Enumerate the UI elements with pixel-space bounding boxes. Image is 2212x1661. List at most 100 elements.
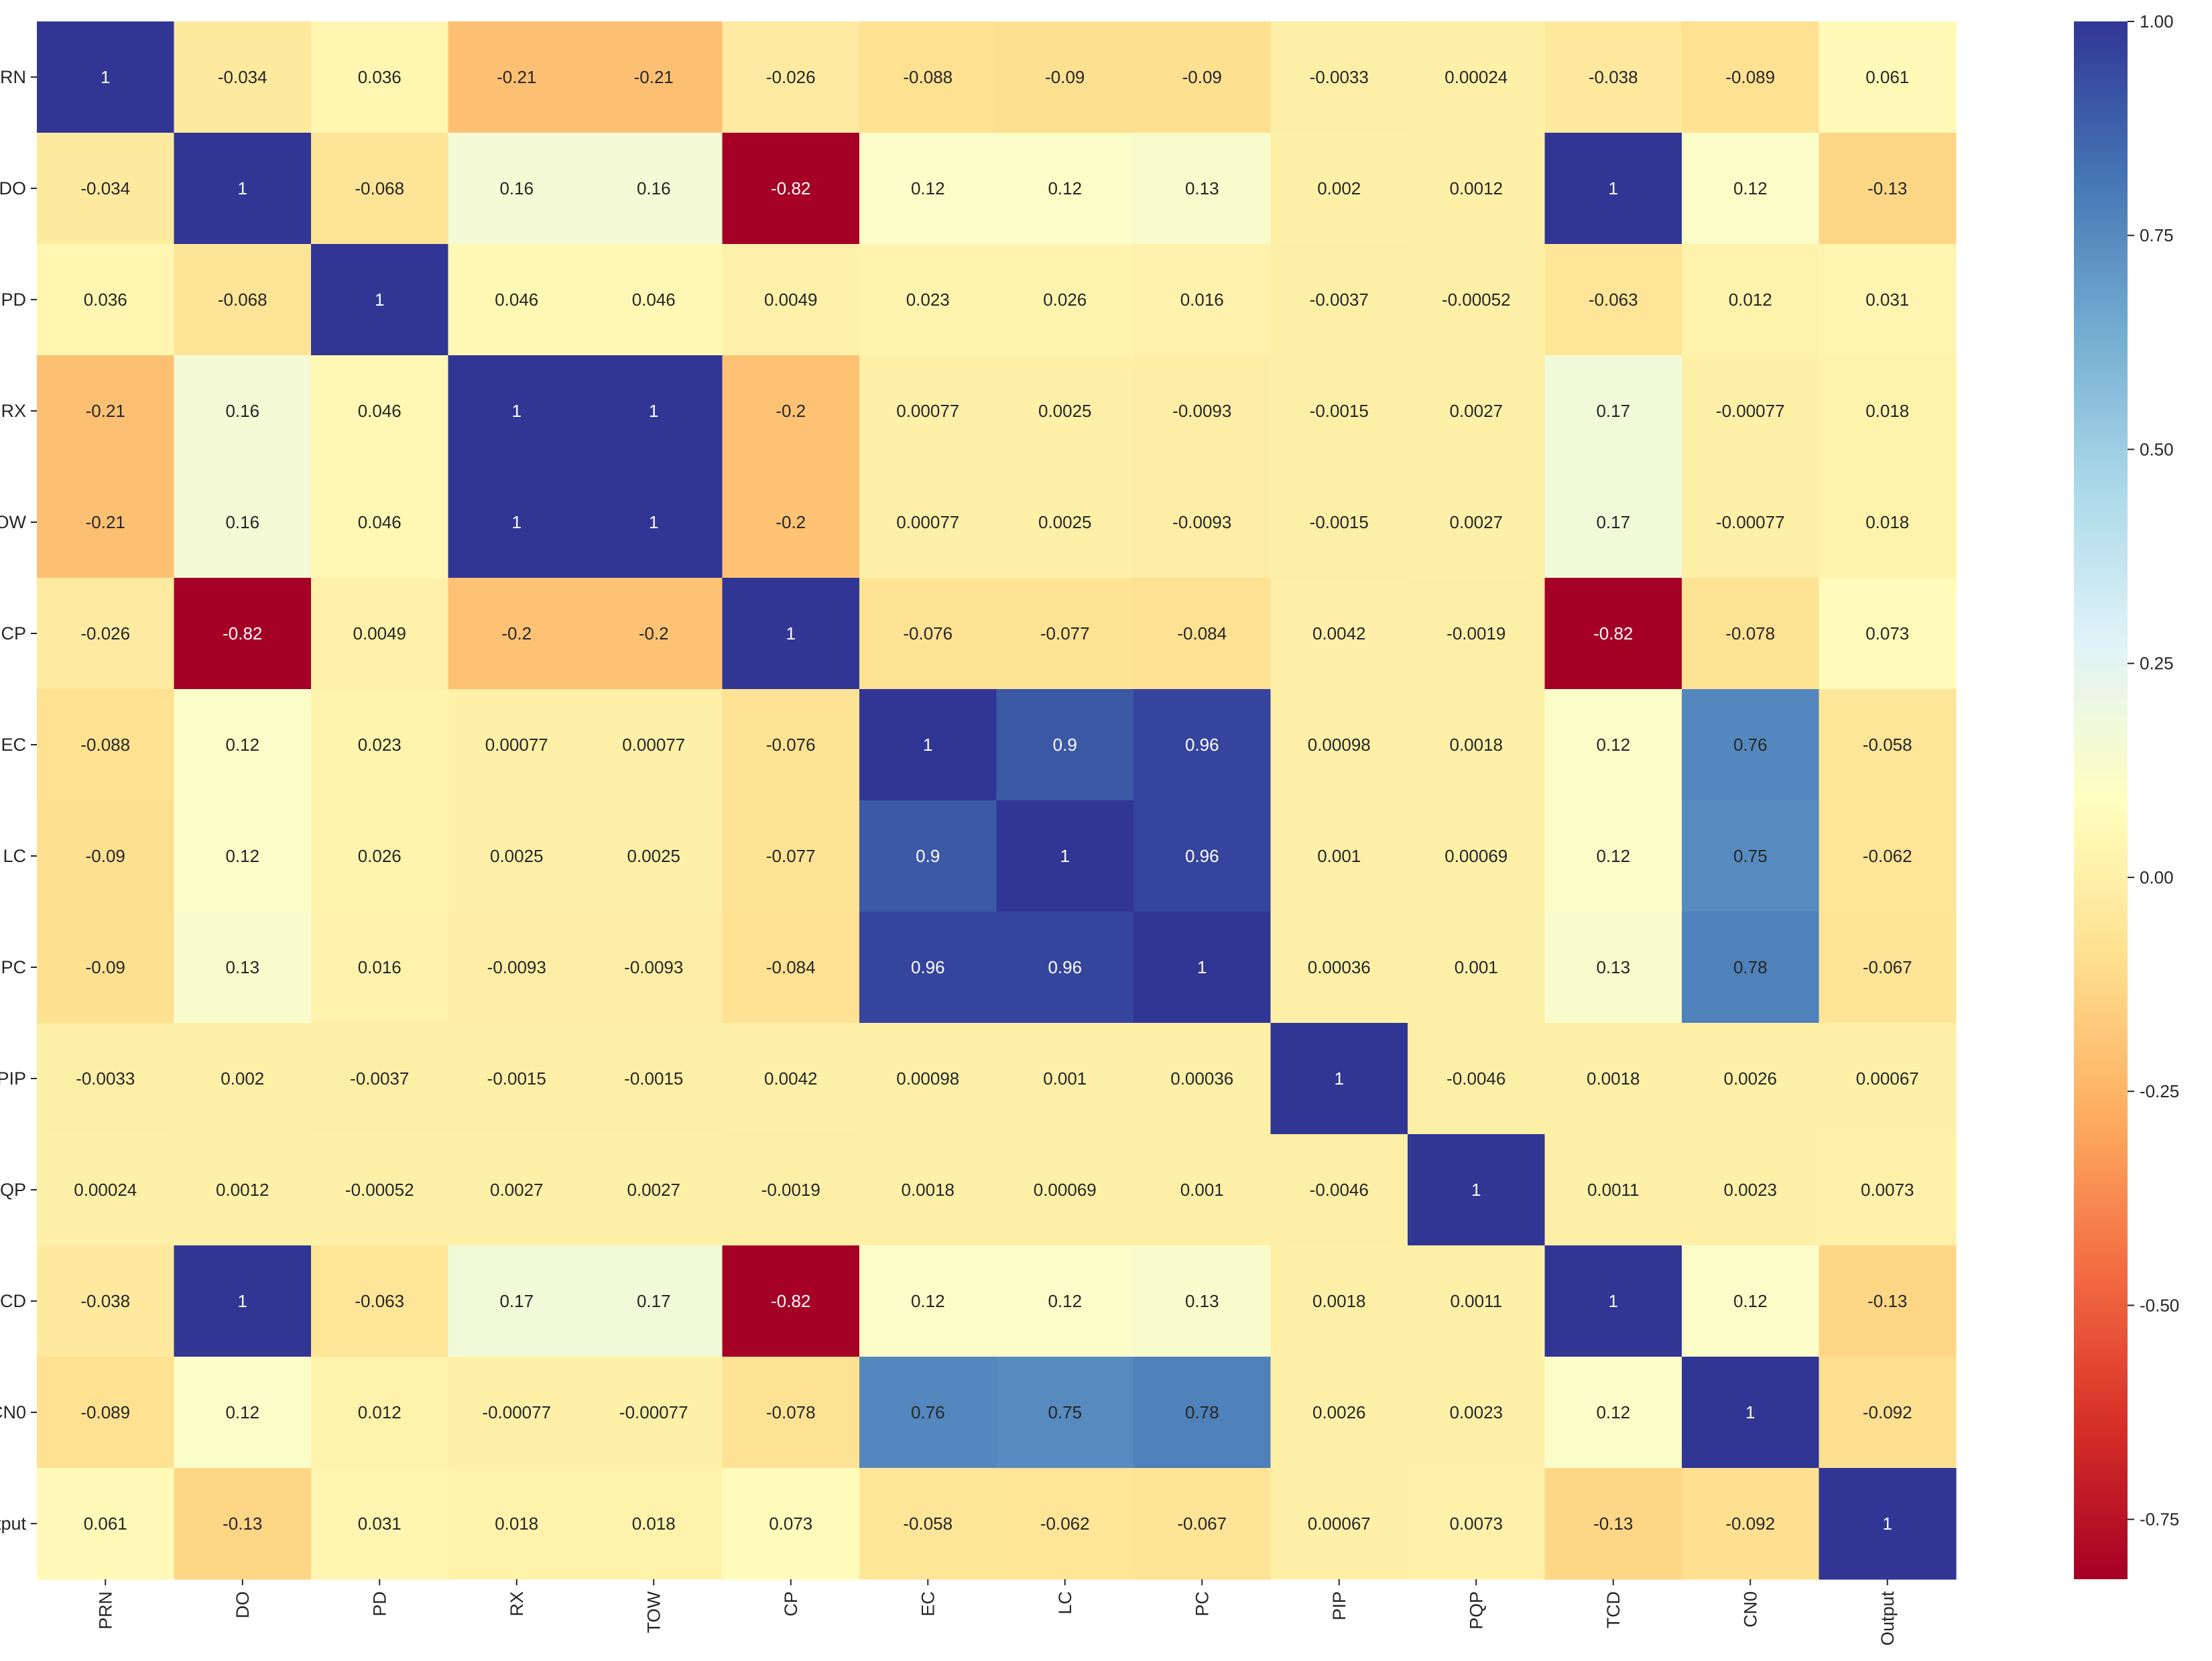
heatmap-cell-pip-output xyxy=(1819,1023,1957,1135)
heatmap-cell-cp-tcd xyxy=(1544,578,1682,690)
heatmap-cell-pc-lc xyxy=(996,912,1134,1024)
heatmap-cell-tcd-rx xyxy=(448,1245,586,1357)
heatmap-cell-tow-tow xyxy=(585,467,723,578)
cell-value-label: 0.12 xyxy=(911,1291,945,1311)
heatmap-cell-lc-pc xyxy=(1133,800,1272,912)
heatmap-cell-cp-tow xyxy=(585,578,723,690)
heatmap-cell-do-pqp xyxy=(1408,133,1546,245)
cell-value-label: 1 xyxy=(1609,1291,1618,1311)
heatmap-cell-rx-ec xyxy=(859,355,997,467)
y-tick-label-pc: PC xyxy=(1,957,26,977)
cell-value-label: 0.13 xyxy=(1185,1291,1219,1311)
cell-value-label: -0.038 xyxy=(1589,67,1638,87)
cell-value-label: 0.0018 xyxy=(901,1180,955,1200)
heatmap-cell-cn0-rx xyxy=(448,1357,586,1469)
cell-value-label: 0.046 xyxy=(632,290,676,310)
heatmap-cell-do-rx xyxy=(448,133,586,245)
cell-value-label: 0.0018 xyxy=(1312,1291,1366,1311)
heatmap-cell-tow-pc xyxy=(1133,467,1272,578)
cell-value-label: 1 xyxy=(101,67,110,87)
heatmap-cell-pd-prn xyxy=(37,244,175,356)
heatmap-cell-pip-pqp xyxy=(1408,1023,1546,1135)
cell-value-label: 0.00067 xyxy=(1308,1514,1371,1534)
heatmap-cell-pc-ec xyxy=(859,912,997,1024)
cell-value-label: 0.023 xyxy=(358,735,402,755)
cell-value-label: 0.0023 xyxy=(1449,1402,1503,1422)
heatmap-cell-tcd-output xyxy=(1819,1245,1957,1357)
x-tick-label-lc: LC xyxy=(1055,1591,1075,1615)
x-tick-label-pqp: PQP xyxy=(1466,1591,1486,1629)
heatmap-cell-cn0-pd xyxy=(311,1357,449,1469)
cell-value-label: -0.0019 xyxy=(761,1180,820,1200)
cell-value-label: -0.82 xyxy=(223,623,262,643)
heatmap-cell-output-tow xyxy=(585,1468,723,1580)
cell-value-label: 0.00024 xyxy=(74,1180,137,1200)
heatmap-cell-tcd-pqp xyxy=(1408,1245,1546,1357)
heatmap-cell-pqp-do xyxy=(174,1134,312,1246)
cell-value-label: 0.12 xyxy=(1596,1402,1630,1422)
heatmap-cell-lc-tcd xyxy=(1544,800,1682,912)
cell-value-label: 0.00036 xyxy=(1308,957,1371,977)
cell-value-label: 0.0025 xyxy=(490,846,544,866)
cell-value-label: 0.0011 xyxy=(1587,1180,1640,1200)
cell-value-label: -0.82 xyxy=(771,178,810,198)
cell-value-label: 1 xyxy=(1197,957,1207,977)
heatmap-cell-prn-ec xyxy=(859,21,997,133)
heatmap-cell-tcd-pc xyxy=(1133,1245,1272,1357)
cell-value-label: 0.018 xyxy=(1865,401,1909,421)
heatmap-cell-rx-pqp xyxy=(1408,355,1546,467)
cell-value-label: -0.09 xyxy=(1045,67,1085,87)
heatmap-cell-cn0-pqp xyxy=(1408,1357,1546,1469)
heatmap-cell-pd-cn0 xyxy=(1682,244,1820,356)
cell-value-label: 0.012 xyxy=(1729,290,1772,310)
cell-value-label: -0.09 xyxy=(86,846,125,866)
cell-value-label: 0.018 xyxy=(632,1514,676,1534)
heatmap-cell-rx-pd xyxy=(311,355,449,467)
heatmap-cell-output-do xyxy=(174,1468,312,1580)
y-tick-label-pqp: PQP xyxy=(0,1180,26,1200)
heatmap-cell-cn0-pip xyxy=(1270,1357,1408,1469)
cell-value-label: 0.0026 xyxy=(1723,1068,1777,1089)
heatmap-cell-lc-rx xyxy=(448,800,586,912)
heatmap-cell-pqp-output xyxy=(1819,1134,1957,1246)
cell-value-label: 0.0012 xyxy=(216,1180,269,1200)
y-tick-label-tcd: TCD xyxy=(0,1291,26,1311)
heatmap-cell-prn-tow xyxy=(585,21,723,133)
cell-value-label: -0.2 xyxy=(776,512,806,532)
heatmap-cell-cp-cn0 xyxy=(1682,578,1820,690)
cell-value-label: -0.0037 xyxy=(350,1068,409,1089)
heatmap-cell-output-cn0 xyxy=(1682,1468,1820,1580)
cell-value-label: 0.00077 xyxy=(896,401,959,421)
cell-value-label: -0.067 xyxy=(1863,957,1912,977)
heatmap-cell-do-output xyxy=(1819,133,1957,245)
heatmap-cell-output-cp xyxy=(722,1468,860,1580)
y-tick-label-ec: EC xyxy=(1,735,26,755)
colorbar-gradient xyxy=(2074,21,2128,1579)
cell-value-label: -0.092 xyxy=(1863,1402,1912,1422)
heatmap-cell-tcd-cp xyxy=(722,1245,860,1357)
cell-value-label: -0.078 xyxy=(766,1402,816,1422)
heatmap-cell-lc-ec xyxy=(859,800,997,912)
heatmap-cell-ec-tcd xyxy=(1544,689,1682,801)
cell-value-label: -0.088 xyxy=(903,67,953,87)
heatmap-cell-pd-output xyxy=(1819,244,1957,356)
heatmap-cell-tow-rx xyxy=(448,467,586,578)
heatmap-cell-ec-pd xyxy=(311,689,449,801)
cell-value-label: 0.018 xyxy=(495,1514,538,1534)
heatmap-cell-output-rx xyxy=(448,1468,586,1580)
cell-value-label: 0.96 xyxy=(911,957,945,977)
heatmap-cell-rx-tcd xyxy=(1544,355,1682,467)
heatmap-cell-pd-pc xyxy=(1133,244,1272,356)
heatmap-cell-cp-cp xyxy=(722,578,860,690)
cell-value-label: -0.21 xyxy=(497,67,536,87)
heatmap-cell-cn0-do xyxy=(174,1357,312,1469)
cell-value-label: -0.00052 xyxy=(1442,290,1511,310)
heatmap-cell-prn-output xyxy=(1819,21,1957,133)
heatmap-cell-pc-output xyxy=(1819,912,1957,1024)
cell-value-label: 1 xyxy=(786,623,796,643)
heatmap-cell-do-pc xyxy=(1133,133,1272,245)
x-tick-label-prn: PRN xyxy=(95,1591,115,1629)
cell-value-label: -0.0093 xyxy=(624,957,683,977)
cell-value-label: 1 xyxy=(1745,1402,1755,1422)
cell-value-label: 0.00067 xyxy=(1856,1068,1919,1089)
